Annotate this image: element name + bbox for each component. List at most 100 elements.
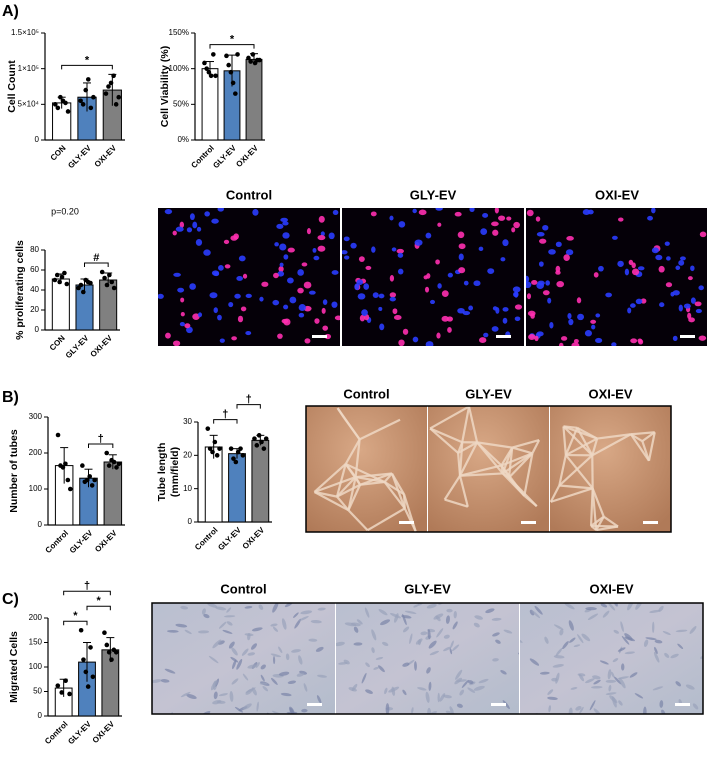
nucleus bbox=[651, 208, 656, 214]
tube bbox=[355, 472, 393, 479]
cell bbox=[420, 631, 428, 636]
tube bbox=[501, 447, 514, 474]
cell bbox=[296, 672, 305, 677]
data-point bbox=[111, 459, 117, 465]
cell bbox=[411, 707, 414, 714]
cell bbox=[231, 659, 237, 670]
cell bbox=[624, 636, 636, 642]
cell bbox=[456, 703, 463, 708]
cell bbox=[634, 693, 644, 699]
y-axis-label: Cell Viability (%) bbox=[159, 46, 171, 128]
cell bbox=[399, 713, 407, 723]
cell bbox=[239, 718, 246, 725]
tube bbox=[429, 427, 459, 454]
cell bbox=[659, 588, 667, 594]
cell bbox=[467, 687, 476, 693]
nucleus bbox=[277, 271, 285, 277]
cell bbox=[624, 723, 633, 733]
tube bbox=[589, 488, 594, 526]
data-point bbox=[62, 270, 67, 276]
cell bbox=[612, 658, 619, 663]
nucleus bbox=[458, 243, 466, 250]
cell bbox=[215, 606, 227, 611]
data-point bbox=[104, 642, 110, 648]
nucleus bbox=[240, 306, 247, 312]
nucleus bbox=[558, 342, 564, 346]
nucleus bbox=[500, 257, 506, 262]
significance-bracket bbox=[61, 64, 113, 70]
cell bbox=[404, 724, 410, 736]
cell bbox=[593, 679, 601, 685]
image-bg bbox=[550, 406, 671, 532]
nucleus bbox=[441, 315, 449, 322]
cell bbox=[186, 719, 193, 725]
tube bbox=[347, 476, 357, 511]
nucleus bbox=[312, 248, 317, 253]
cell bbox=[271, 677, 278, 685]
significance-bracket bbox=[213, 419, 238, 424]
data-point bbox=[60, 465, 66, 470]
nucleus bbox=[308, 290, 316, 295]
nucleus bbox=[699, 231, 707, 238]
cell bbox=[251, 643, 257, 650]
nucleus bbox=[611, 235, 618, 240]
cell bbox=[409, 633, 413, 645]
nucleus bbox=[297, 287, 304, 294]
cell bbox=[450, 740, 454, 751]
tube bbox=[443, 475, 461, 501]
nucleus bbox=[511, 227, 516, 233]
image-title: Control bbox=[226, 187, 272, 202]
tube bbox=[591, 524, 619, 528]
cell bbox=[652, 621, 655, 633]
cell bbox=[645, 637, 657, 640]
cell bbox=[426, 603, 437, 609]
nucleus bbox=[611, 342, 617, 346]
significance-label: * bbox=[230, 34, 235, 46]
cell bbox=[473, 575, 480, 581]
x-tick-label: OXI-EV bbox=[241, 525, 267, 551]
cell bbox=[491, 617, 502, 621]
cell bbox=[592, 675, 601, 680]
nucleus bbox=[281, 318, 289, 324]
nucleus bbox=[698, 285, 704, 291]
y-tick-label: 100% bbox=[169, 64, 189, 73]
nucleus bbox=[469, 208, 475, 213]
cell bbox=[226, 607, 232, 613]
cell bbox=[247, 664, 258, 669]
data-point bbox=[235, 449, 241, 455]
scale-bar bbox=[643, 521, 658, 524]
cell bbox=[436, 628, 444, 638]
cell bbox=[529, 658, 540, 666]
nucleus bbox=[165, 332, 171, 339]
cell bbox=[613, 676, 622, 685]
cell bbox=[575, 706, 582, 711]
cell bbox=[338, 662, 348, 665]
tube bbox=[429, 406, 470, 430]
nucleus bbox=[687, 312, 692, 320]
nucleus bbox=[289, 296, 297, 304]
data-point bbox=[238, 446, 243, 451]
data-point bbox=[107, 272, 112, 278]
tube bbox=[336, 483, 361, 498]
scale-bar bbox=[680, 335, 695, 338]
nucleus bbox=[482, 213, 489, 218]
cell bbox=[621, 635, 630, 645]
tube bbox=[523, 494, 538, 508]
data-point bbox=[109, 657, 114, 662]
tube bbox=[558, 454, 594, 487]
nucleus bbox=[598, 265, 604, 272]
cell bbox=[241, 648, 249, 656]
cell bbox=[450, 640, 454, 649]
data-point bbox=[254, 443, 260, 448]
cell bbox=[259, 564, 265, 576]
x-tick-label: Control bbox=[43, 720, 69, 746]
nucleus bbox=[672, 290, 680, 296]
cell bbox=[503, 629, 513, 634]
nucleus bbox=[371, 246, 376, 253]
data-point bbox=[58, 94, 63, 100]
data-point bbox=[63, 461, 68, 467]
nucleus bbox=[283, 304, 289, 310]
data-point bbox=[106, 650, 112, 655]
cell bbox=[435, 615, 441, 622]
cell bbox=[280, 730, 287, 735]
